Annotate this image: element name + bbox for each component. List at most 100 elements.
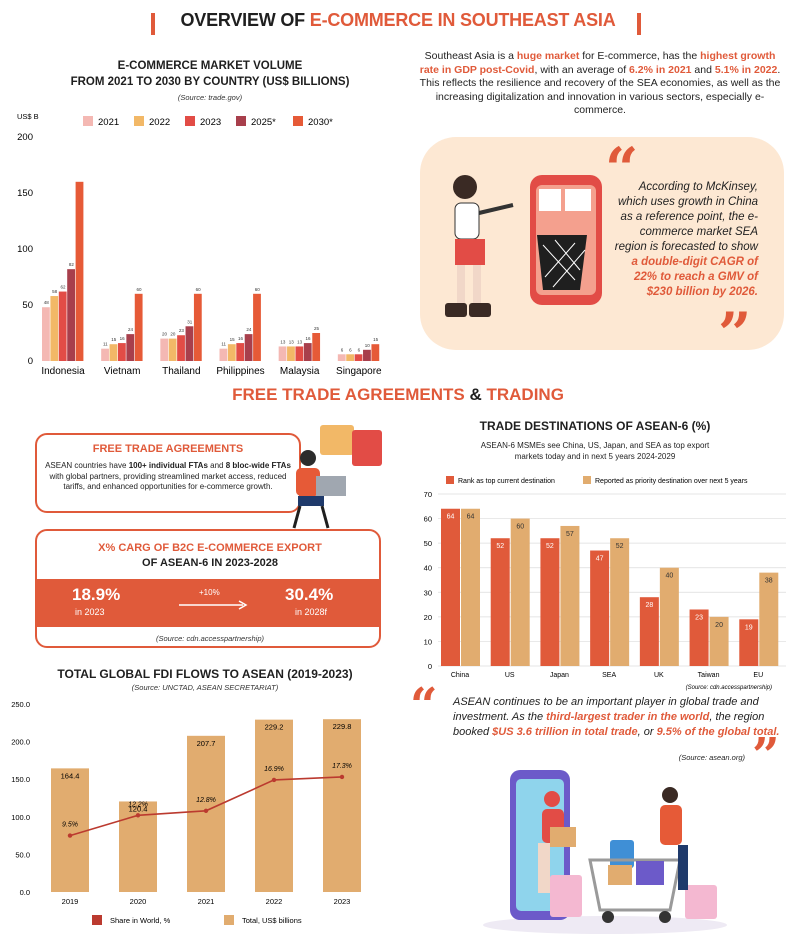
y-tick-label: 40 — [424, 564, 432, 573]
legend-swatch — [446, 476, 454, 484]
share-point — [339, 774, 345, 780]
x-tick-label: SEA — [602, 672, 616, 679]
bar-value-label: 24 — [246, 327, 252, 332]
bar-value-label: 57 — [566, 531, 574, 538]
bar — [490, 538, 510, 666]
cagr-title-line2: OF ASEAN-6 IN 2023-2028 — [142, 557, 278, 569]
bar — [75, 181, 84, 361]
bar — [117, 343, 126, 361]
bar-value-label: 31 — [187, 319, 193, 324]
x-tick-label: Indonesia — [41, 366, 85, 377]
bar — [109, 344, 118, 361]
y-tick-label: 10 — [424, 637, 432, 646]
bar — [168, 338, 177, 361]
x-tick-label: Malaysia — [280, 366, 320, 377]
bar-value-label: 25 — [314, 326, 320, 331]
y-tick-label: 200 — [17, 132, 33, 143]
x-tick-label: Taiwan — [698, 672, 720, 679]
section2-title: FREE TRADE AGREEMENTS & TRADING — [232, 385, 564, 404]
bar-value-label: 6 — [341, 347, 344, 352]
bar — [185, 326, 194, 361]
x-tick-label: 2020 — [130, 897, 147, 906]
legend-label: Reported as priority destination over ne… — [595, 478, 748, 485]
cagr-arrow-label: +10% — [199, 588, 220, 597]
x-tick-label: EU — [753, 672, 763, 679]
bar-value-label: 60 — [136, 287, 142, 292]
share-label: 17.3% — [332, 763, 352, 770]
bar — [441, 508, 460, 666]
bar-value-label: 52 — [496, 543, 504, 550]
cagr-box: X% CARG OF B2C E-COMMERCE EXPORT OF ASEA… — [35, 529, 381, 648]
x-tick-label: 2019 — [62, 897, 79, 906]
bar — [51, 768, 89, 892]
bar — [58, 291, 67, 361]
bar — [126, 334, 135, 361]
bar — [244, 334, 253, 361]
bar-value-label: 60 — [196, 287, 202, 292]
bar-value-label: 207.7 — [197, 739, 216, 748]
bar — [187, 735, 225, 892]
bar — [193, 293, 202, 361]
open-quote-icon-2: “ — [410, 678, 438, 734]
bar — [278, 346, 287, 361]
y-tick-label: 70 — [424, 490, 432, 499]
bar — [709, 616, 729, 666]
bar — [639, 597, 659, 666]
share-point — [135, 813, 141, 818]
legend-label: 2030* — [308, 117, 333, 128]
legend-swatch — [583, 476, 591, 484]
y-tick-label: 250.0 — [11, 700, 30, 709]
x-tick-label: China — [451, 672, 469, 679]
y-tick-label: 50 — [22, 300, 33, 311]
bar — [346, 354, 355, 361]
close-quote-icon: ” — [718, 300, 752, 368]
arrow-right-icon — [179, 600, 248, 610]
legend-swatch — [134, 116, 144, 126]
y-tick-label: 20 — [424, 613, 432, 622]
bar — [510, 518, 530, 666]
fta-title: FREE TRADE AGREEMENTS — [92, 443, 244, 455]
share-label: 16.9% — [264, 766, 284, 773]
bar-value-label: 16 — [120, 336, 126, 341]
bar — [354, 354, 363, 361]
cagr-left-sub: in 2023 — [75, 607, 105, 617]
x-tick-label: Philippines — [216, 366, 264, 377]
bar-value-label: 229.2 — [265, 723, 284, 732]
x-tick-label: 2023 — [334, 897, 351, 906]
bar-value-label: 13 — [297, 339, 303, 344]
x-tick-label: Japan — [550, 672, 569, 679]
legend-swatch — [293, 116, 303, 126]
fdi-chart-source: (Source: UNCTAD, ASEAN SECRETARIAT) — [131, 683, 279, 692]
legend-swatch — [224, 915, 234, 925]
bar-value-label: 120.4 — [129, 804, 148, 813]
bar — [590, 550, 610, 666]
x-tick-label: Thailand — [162, 366, 200, 377]
bar-value-label: 48 — [44, 300, 50, 305]
bar-value-label: 13 — [289, 339, 295, 344]
bar-value-label: 16 — [306, 336, 312, 341]
bar-value-label: 24 — [128, 327, 134, 332]
trade-chart-source: (Source: cdn.accesspartnership) — [686, 685, 772, 691]
y-tick-label: 150.0 — [11, 775, 30, 784]
y-tick-label: 30 — [424, 588, 432, 597]
shopping-phone-illustration — [445, 175, 602, 317]
phone-cart-illustration — [483, 770, 727, 934]
cagr-right-sub: in 2028f — [295, 607, 328, 617]
bar — [337, 354, 346, 361]
bar-value-label: 52 — [546, 543, 554, 550]
bar-value-label: 6 — [358, 347, 361, 352]
bar-value-label: 15 — [230, 337, 236, 342]
bar — [134, 293, 143, 361]
bar-value-label: 64 — [447, 514, 455, 521]
bar — [689, 609, 709, 666]
bar-value-label: 47 — [596, 556, 604, 563]
bar-value-label: 10 — [365, 343, 371, 348]
x-tick-label: US — [505, 672, 515, 679]
fta-box — [35, 433, 301, 513]
page-title: OVERVIEW OF E-COMMERCE IN SOUTHEAST ASIA — [180, 10, 616, 30]
y-tick-label: 50 — [424, 539, 432, 548]
bar — [312, 333, 321, 361]
x-tick-label: 2021 — [198, 897, 215, 906]
bar — [101, 348, 109, 361]
legend-swatch — [185, 116, 195, 126]
